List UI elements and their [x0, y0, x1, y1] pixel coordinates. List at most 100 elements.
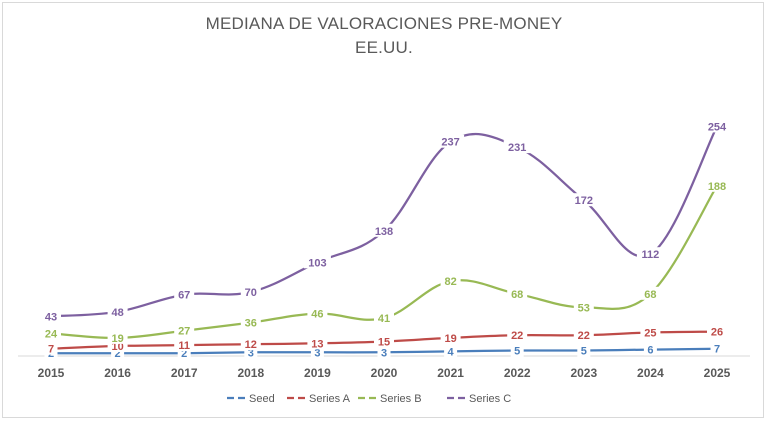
- data-label-series-b-2021: 82: [444, 276, 456, 288]
- data-label-bg: [374, 311, 394, 325]
- data-label-series-a-2018: 12: [245, 339, 257, 351]
- data-label-bg: [303, 255, 331, 269]
- data-label-bg: [174, 338, 195, 352]
- data-label-bg: [174, 323, 195, 337]
- data-label-series-b-2020: 41: [378, 313, 390, 325]
- data-label-bg: [440, 330, 461, 344]
- x-tick-label-2018: 2018: [237, 366, 264, 380]
- data-label-series-b-2025: 188: [708, 181, 726, 193]
- data-label-series-c-2018: 70: [245, 287, 257, 299]
- data-label-series-b-2023: 53: [578, 302, 590, 314]
- data-label-series-a-2023: 22: [578, 330, 590, 342]
- data-label-bg: [44, 341, 58, 355]
- data-label-series-a-2021: 19: [444, 333, 456, 345]
- data-label-series-c-2024: 112: [642, 249, 660, 261]
- data-label-bg: [640, 286, 661, 300]
- data-label-series-a-2019: 13: [311, 338, 323, 350]
- data-label-series-c-2015: 43: [45, 311, 57, 323]
- data-label-bg: [444, 344, 458, 358]
- data-label-bg: [507, 286, 528, 300]
- x-tick-label-2020: 2020: [371, 366, 398, 380]
- x-tick-label-2015: 2015: [38, 366, 65, 380]
- data-label-bg: [510, 343, 524, 357]
- x-tick-label-2021: 2021: [437, 366, 464, 380]
- x-tick-label-2023: 2023: [570, 366, 597, 380]
- data-label-series-a-2016: 10: [111, 341, 123, 353]
- data-label-bg: [174, 287, 195, 301]
- x-tick-label-2017: 2017: [171, 366, 198, 380]
- x-tick-label-2016: 2016: [104, 366, 131, 380]
- data-label-seed-2025: 7: [714, 344, 720, 356]
- data-label-bg: [573, 300, 594, 314]
- data-label-series-c-2023: 172: [575, 195, 593, 207]
- data-label-series-a-2017: 11: [178, 340, 190, 352]
- legend-label-series-c: Series C: [469, 393, 511, 405]
- data-label-bg: [710, 341, 724, 355]
- data-label-series-b-2024: 68: [644, 289, 656, 301]
- data-label-seed-2022: 5: [514, 346, 520, 358]
- data-label-seed-2021: 4: [448, 346, 455, 358]
- data-label-bg: [307, 336, 328, 350]
- data-label-bg: [374, 334, 394, 348]
- data-label-series-c-2017: 67: [178, 290, 190, 302]
- x-tick-label-2019: 2019: [304, 366, 331, 380]
- data-label-seed-2017: 2: [181, 348, 187, 360]
- data-label-bg: [577, 343, 591, 357]
- data-label-bg: [707, 324, 727, 338]
- legend-label-series-b: Series B: [380, 393, 422, 405]
- data-label-series-c-2016: 48: [111, 307, 123, 319]
- data-label-bg: [307, 306, 328, 320]
- data-label-bg: [503, 140, 531, 154]
- x-tick-label-2024: 2024: [637, 366, 664, 380]
- data-label-bg: [107, 304, 128, 318]
- data-label-seed-2024: 6: [647, 345, 653, 357]
- chart-title: MEDIANA DE VALORACIONES PRE-MONEY: [205, 14, 563, 33]
- data-label-series-a-2015: 7: [48, 344, 54, 356]
- data-label-bg: [240, 337, 261, 351]
- data-label-bg: [507, 328, 528, 342]
- series-line-series-c: [49, 125, 719, 318]
- data-label-bg: [370, 223, 398, 237]
- data-label-bg: [636, 247, 664, 261]
- data-label-bg: [41, 326, 61, 340]
- data-label-bg: [643, 342, 657, 356]
- data-label-seed-2019: 3: [314, 347, 320, 359]
- data-label-bg: [440, 274, 461, 288]
- data-label-series-c-2022: 231: [508, 142, 526, 154]
- data-label-series-a-2025: 26: [711, 327, 723, 339]
- data-label-bg: [240, 315, 261, 329]
- data-label-series-b-2018: 36: [245, 318, 257, 330]
- data-label-series-b-2016: 19: [111, 333, 123, 345]
- data-label-seed-2016: 2: [115, 348, 121, 360]
- data-label-bg: [703, 119, 731, 133]
- chart-subtitle: EE.UU.: [355, 38, 413, 57]
- data-label-bg: [573, 328, 594, 342]
- data-label-series-b-2017: 27: [178, 326, 190, 338]
- data-label-bg: [240, 285, 261, 298]
- data-label-series-b-2019: 46: [311, 309, 323, 321]
- data-label-series-b-2015: 24: [45, 328, 58, 340]
- data-label-series-a-2024: 25: [644, 328, 656, 340]
- legend-label-seed: Seed: [249, 393, 275, 405]
- x-tick-label-2022: 2022: [504, 366, 531, 380]
- data-label-seed-2023: 5: [581, 346, 587, 358]
- data-label-series-c-2025: 254: [708, 121, 727, 133]
- chart-title-block: MEDIANA DE VALORACIONES PRE-MONEY EE.UU.: [0, 12, 768, 60]
- data-label-seed-2020: 3: [381, 347, 387, 359]
- legend-label-series-a: Series A: [309, 393, 351, 405]
- data-label-series-a-2020: 15: [378, 337, 390, 349]
- data-label-bg: [377, 345, 391, 359]
- data-label-series-c-2021: 237: [441, 137, 459, 149]
- data-label-series-c-2020: 138: [375, 226, 393, 238]
- data-label-series-c-2019: 103: [308, 257, 326, 269]
- data-label-seed-2018: 3: [248, 347, 254, 359]
- data-label-bg: [41, 309, 61, 323]
- data-label-series-a-2022: 22: [511, 330, 523, 342]
- data-label-bg: [437, 134, 465, 148]
- data-label-bg: [107, 330, 128, 344]
- chart-legend: Seed Series A Series B Series C: [227, 393, 511, 405]
- x-tick-label-2025: 2025: [704, 366, 731, 380]
- data-label-bg: [703, 178, 731, 192]
- data-label-series-b-2022: 68: [511, 289, 523, 301]
